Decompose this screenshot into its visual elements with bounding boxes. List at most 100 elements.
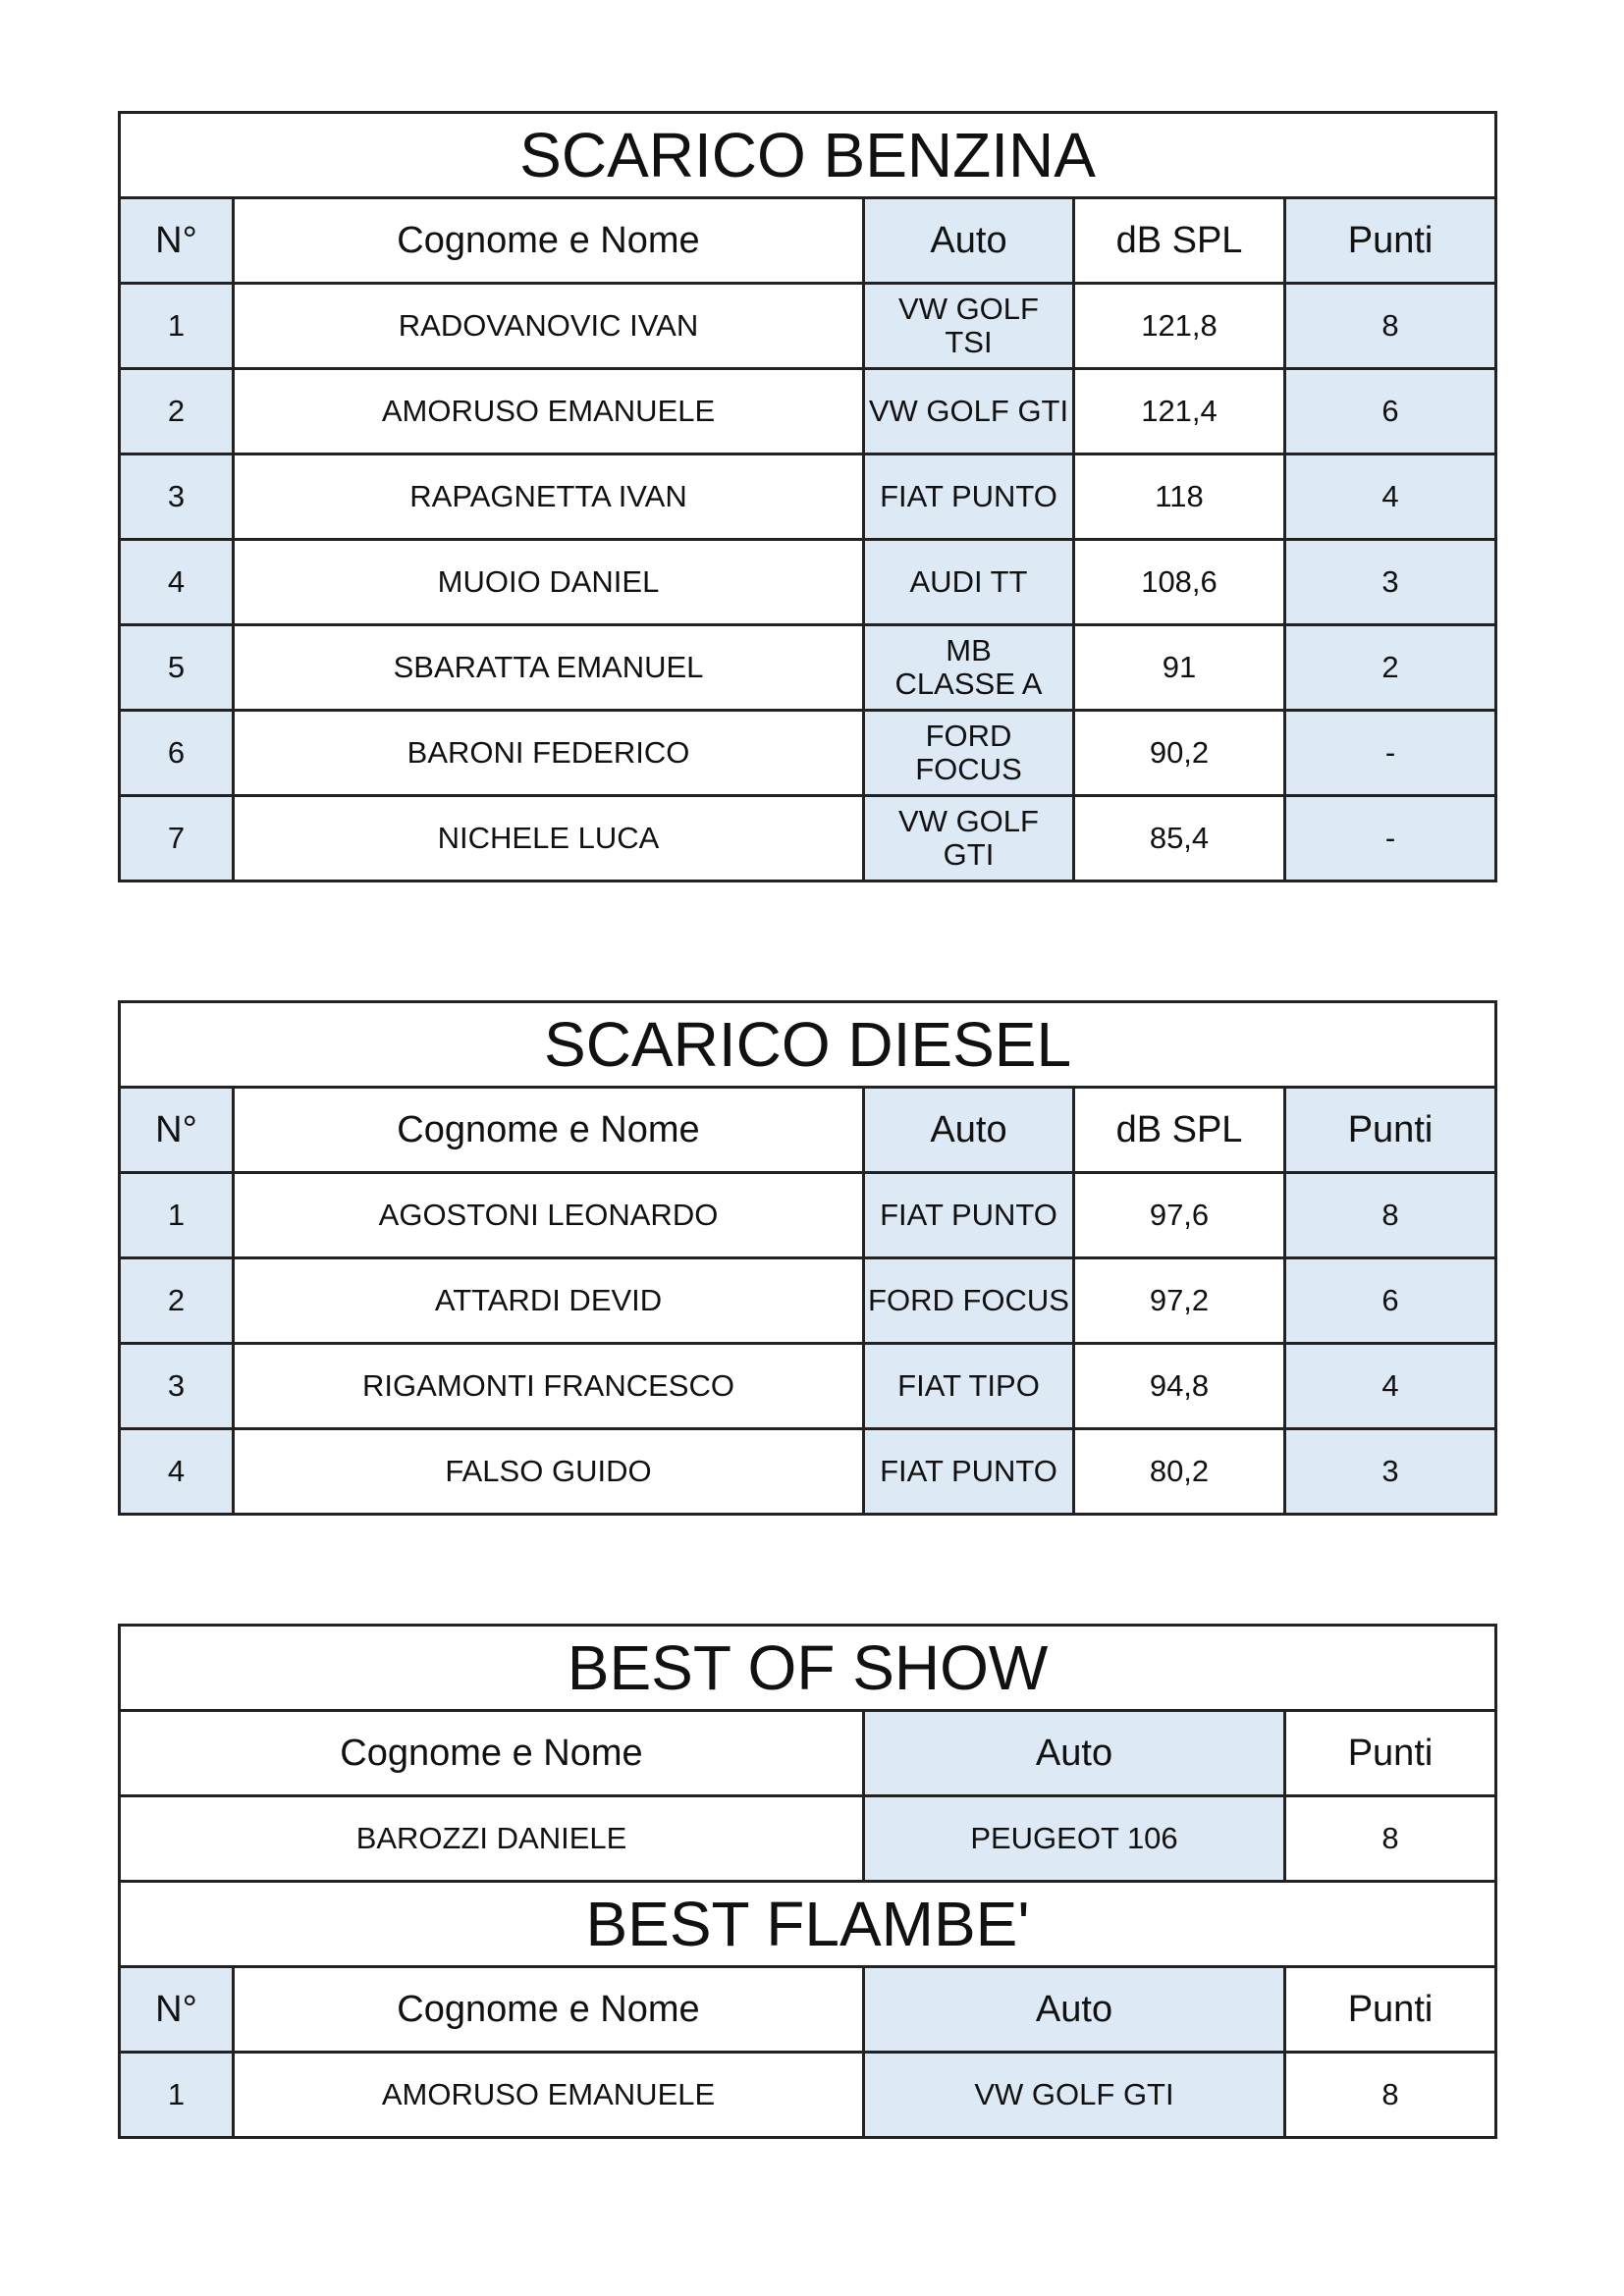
- cell-auto-text: FORD FOCUS: [915, 719, 1022, 786]
- cell-number: 3: [118, 1342, 235, 1430]
- cell-number: 6: [118, 709, 235, 797]
- cell-auto: FIAT TIPO: [862, 1342, 1075, 1430]
- cell-auto: VW GOLF TSI: [862, 282, 1075, 370]
- cell-punti: 3: [1282, 1427, 1498, 1516]
- cell-auto: FIAT PUNTO: [862, 1427, 1075, 1516]
- table-row: 7 NICHELE LUCA VW GOLF GTI 85,4-: [118, 794, 1498, 882]
- table-title: SCARICO BENZINA: [117, 111, 1498, 199]
- cell-name: AGOSTONI LEONARDO: [232, 1171, 865, 1259]
- header-auto: Auto: [862, 1086, 1075, 1174]
- table-row: BAROZZI DANIELE PEUGEOT 106 8: [118, 1794, 1498, 1883]
- cell-db-spl: 90,2: [1072, 709, 1286, 797]
- header-name: Cognome e Nome: [232, 1086, 865, 1174]
- cell-auto: AUDI TT: [862, 538, 1075, 626]
- table-title: SCARICO DIESEL: [117, 1000, 1498, 1089]
- cell-name: BARONI FEDERICO: [232, 709, 865, 797]
- cell-auto: FIAT PUNTO: [862, 453, 1075, 541]
- header-row: N° Cognome e Nome Auto dB SPL Punti: [118, 196, 1498, 285]
- cell-auto-text: VW GOLF GTI: [898, 804, 1039, 872]
- cell-punti: 2: [1282, 623, 1498, 712]
- header-number: N°: [118, 196, 235, 285]
- cell-auto: MB CLASSE A: [862, 623, 1075, 712]
- table-row: 5 SBARATTA EMANUEL MB CLASSE A 91 2: [118, 623, 1498, 712]
- cell-name: AMORUSO EMANUELE: [232, 2051, 865, 2139]
- cell-auto: FIAT PUNTO: [862, 1171, 1075, 1259]
- cell-punti: 4: [1282, 1342, 1498, 1430]
- cell-punti: 8: [1282, 282, 1498, 370]
- cell-auto: VW GOLF GTI: [862, 367, 1075, 455]
- header-auto: Auto: [862, 1709, 1286, 1797]
- cell-punti: 8: [1282, 2051, 1498, 2139]
- header-name: Cognome e Nome: [118, 1709, 865, 1797]
- header-auto: Auto: [862, 196, 1075, 285]
- cell-db-spl: 91: [1072, 623, 1286, 712]
- cell-punti: 3: [1282, 538, 1498, 626]
- cell-auto: FORD FOCUS: [862, 1256, 1075, 1345]
- cell-name: RAPAGNETTA IVAN: [232, 453, 865, 541]
- cell-punti: -: [1282, 709, 1498, 797]
- cell-punti: 8: [1282, 1794, 1498, 1883]
- cell-number: 7: [118, 794, 235, 882]
- cell-punti: -: [1282, 794, 1498, 882]
- header-punti: Punti: [1282, 1086, 1498, 1174]
- title-row: BEST OF SHOW: [117, 1624, 1498, 1712]
- header-row: N° Cognome e Nome Auto dB SPL Punti: [118, 1086, 1498, 1174]
- cell-db-spl: 80,2: [1072, 1427, 1286, 1516]
- cell-name: MUOIO DANIEL: [232, 538, 865, 626]
- header-punti: Punti: [1282, 1709, 1498, 1797]
- cell-number: 2: [118, 1256, 235, 1345]
- table-row: 4 MUOIO DANIEL AUDI TT 108,6 3: [118, 538, 1498, 626]
- best-flambe-title: BEST FLAMBE': [117, 1880, 1498, 1968]
- cell-db-spl: 121,8: [1072, 282, 1286, 370]
- table-row: 1 RADOVANOVIC IVAN VW GOLF TSI 121,8 8: [118, 282, 1498, 370]
- header-row: Cognome e Nome Auto Punti: [118, 1709, 1498, 1797]
- cell-number: 2: [118, 367, 235, 455]
- header-auto: Auto: [862, 1965, 1286, 2054]
- cell-name: RADOVANOVIC IVAN: [232, 282, 865, 370]
- best-of-show-title: BEST OF SHOW: [117, 1624, 1498, 1712]
- best-awards-table: BEST OF SHOW Cognome e Nome Auto Punti BAROZ…: [117, 1624, 1498, 2139]
- cell-number: 5: [118, 623, 235, 712]
- header-db-spl: dB SPL: [1072, 1086, 1286, 1174]
- cell-name: ATTARDI DEVID: [232, 1256, 865, 1345]
- cell-number: 3: [118, 453, 235, 541]
- table-row: 4 FALSO GUIDO FIAT PUNTO 80,2 3: [118, 1427, 1498, 1516]
- table-row: 6 BARONI FEDERICO FORD FOCUS 90,2-: [118, 709, 1498, 797]
- cell-db-spl: 97,6: [1072, 1171, 1286, 1259]
- cell-number: 4: [118, 538, 235, 626]
- cell-db-spl: 97,2: [1072, 1256, 1286, 1345]
- header-name: Cognome e Nome: [232, 196, 865, 285]
- header-row: N° Cognome e Nome Auto Punti: [118, 1965, 1498, 2054]
- cell-name: FALSO GUIDO: [232, 1427, 865, 1516]
- cell-punti: 4: [1282, 453, 1498, 541]
- header-punti: Punti: [1282, 1965, 1498, 2054]
- header-db-spl: dB SPL: [1072, 196, 1286, 285]
- scarico-diesel-table: SCARICO DIESEL N° Cognome e Nome Auto dB SPL…: [117, 1000, 1498, 1516]
- title-row: SCARICO DIESEL: [117, 1000, 1498, 1089]
- cell-name: SBARATTA EMANUEL: [232, 623, 865, 712]
- cell-auto: FORD FOCUS: [862, 709, 1075, 797]
- table-row: 3 RIGAMONTI FRANCESCO FIAT TIPO 94,8 4: [118, 1342, 1498, 1430]
- cell-auto: PEUGEOT 106: [862, 1794, 1286, 1883]
- cell-name: RIGAMONTI FRANCESCO: [232, 1342, 865, 1430]
- cell-auto-text: MB CLASSE A: [894, 633, 1043, 701]
- cell-db-spl: 118: [1072, 453, 1286, 541]
- cell-punti: 6: [1282, 1256, 1498, 1345]
- cell-auto-text: VW GOLF TSI: [898, 292, 1039, 359]
- cell-name: AMORUSO EMANUELE: [232, 367, 865, 455]
- cell-name: BAROZZI DANIELE: [118, 1794, 865, 1883]
- title-row: BEST FLAMBE': [117, 1880, 1498, 1968]
- cell-auto: VW GOLF GTI: [862, 2051, 1286, 2139]
- cell-name: NICHELE LUCA: [232, 794, 865, 882]
- cell-db-spl: 94,8: [1072, 1342, 1286, 1430]
- cell-db-spl: 85,4: [1072, 794, 1286, 882]
- cell-number: 1: [118, 1171, 235, 1259]
- table-row: 1 AGOSTONI LEONARDO FIAT PUNTO 97,6 8: [118, 1171, 1498, 1259]
- title-row: SCARICO BENZINA: [117, 111, 1498, 199]
- cell-number: 1: [118, 282, 235, 370]
- table-row: 1 AMORUSO EMANUELE VW GOLF GTI 8: [118, 2051, 1498, 2139]
- header-punti: Punti: [1282, 196, 1498, 285]
- header-number: N°: [118, 1965, 235, 2054]
- header-number: N°: [118, 1086, 235, 1174]
- header-name: Cognome e Nome: [232, 1965, 865, 2054]
